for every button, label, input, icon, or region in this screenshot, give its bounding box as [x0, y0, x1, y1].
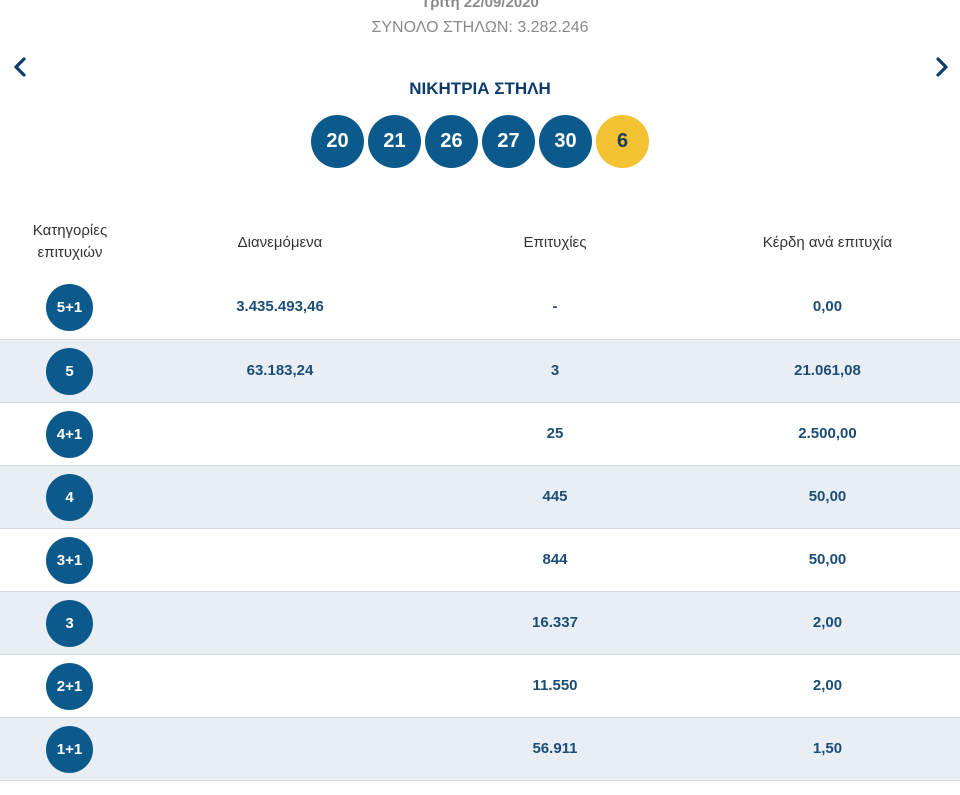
distributed-value: 3.435.493,46	[236, 298, 324, 315]
table-row: 3 16.337 2,00	[0, 592, 960, 655]
category-ball: 3+1	[46, 537, 93, 584]
table-row: 2+1 11.550 2,00	[0, 655, 960, 718]
prize-value: 21.061,08	[794, 362, 861, 379]
previous-draw-button[interactable]	[10, 56, 32, 78]
total-columns: ΣΥΝΟΛΟ ΣΤΗΛΩΝ: 3.282.246	[371, 19, 589, 36]
prize-value: 2.500,00	[798, 425, 857, 442]
category-ball: 4+1	[46, 411, 93, 458]
winning-number-ball: 26	[425, 115, 478, 168]
category-ball: 2+1	[46, 663, 93, 710]
prize-value: 2,00	[812, 614, 843, 631]
winning-column-title: ΝΙΚΗΤΡΙΑ ΣΤΗΛΗ	[409, 79, 551, 98]
prize-value: 1,50	[812, 740, 843, 757]
winning-numbers: 20 21 26 27 30 6	[311, 115, 649, 169]
draw-date: Τρίτη 22/09/2020	[421, 0, 539, 11]
winners-value: 3	[550, 362, 560, 379]
winning-number-ball: 21	[368, 115, 421, 168]
table-row: 3+1 844 50,00	[0, 529, 960, 592]
header-category: Κατηγορίες επιτυχιών	[32, 222, 108, 261]
distributed-value	[160, 403, 400, 465]
table-row: 5+1 3.435.493,46 - 0,00	[0, 276, 960, 340]
winners-value: 445	[542, 488, 568, 505]
chevron-left-icon	[14, 57, 26, 77]
results-table-body: 5+1 3.435.493,46 - 0,00 5 63.183,24 3 21…	[0, 276, 960, 781]
prize-value: 50,00	[808, 488, 847, 505]
category-ball: 4	[46, 474, 93, 521]
prize-value: 50,00	[808, 551, 847, 568]
table-row: 1+1 56.911 1,50	[0, 718, 960, 781]
distributed-value	[160, 466, 400, 528]
distributed-value	[160, 655, 400, 717]
header-distributed: Διανεμόμενα	[237, 234, 323, 251]
distributed-value	[160, 529, 400, 591]
winning-number-ball: 20	[311, 115, 364, 168]
results-table-header: Κατηγορίες επιτυχιών Διανεμόμενα Επιτυχί…	[0, 218, 960, 274]
category-ball: 3	[46, 600, 93, 647]
prize-value: 2,00	[812, 677, 843, 694]
winners-value: 56.911	[532, 740, 578, 757]
winning-number-ball: 30	[539, 115, 592, 168]
table-row: 4+1 25 2.500,00	[0, 403, 960, 466]
header-winners: Επιτυχίες	[523, 234, 587, 251]
distributed-value	[160, 718, 400, 780]
category-ball: 1+1	[46, 726, 93, 773]
winners-value: 11.550	[532, 677, 578, 694]
winners-value: 25	[546, 425, 564, 442]
category-ball: 5	[46, 348, 93, 395]
winners-value: -	[552, 298, 558, 315]
category-ball: 5+1	[46, 284, 93, 331]
distributed-value	[160, 592, 400, 654]
table-row: 4 445 50,00	[0, 466, 960, 529]
distributed-value: 63.183,24	[246, 362, 314, 379]
table-row: 5 63.183,24 3 21.061,08	[0, 340, 960, 403]
header-prize: Κέρδη ανά επιτυχία	[762, 234, 893, 251]
bonus-number-ball: 6	[596, 115, 649, 168]
winners-value: 844	[542, 551, 568, 568]
next-draw-button[interactable]	[930, 56, 952, 78]
winners-value: 16.337	[532, 614, 578, 631]
chevron-right-icon	[936, 57, 948, 77]
prize-value: 0,00	[812, 298, 843, 315]
winning-number-ball: 27	[482, 115, 535, 168]
